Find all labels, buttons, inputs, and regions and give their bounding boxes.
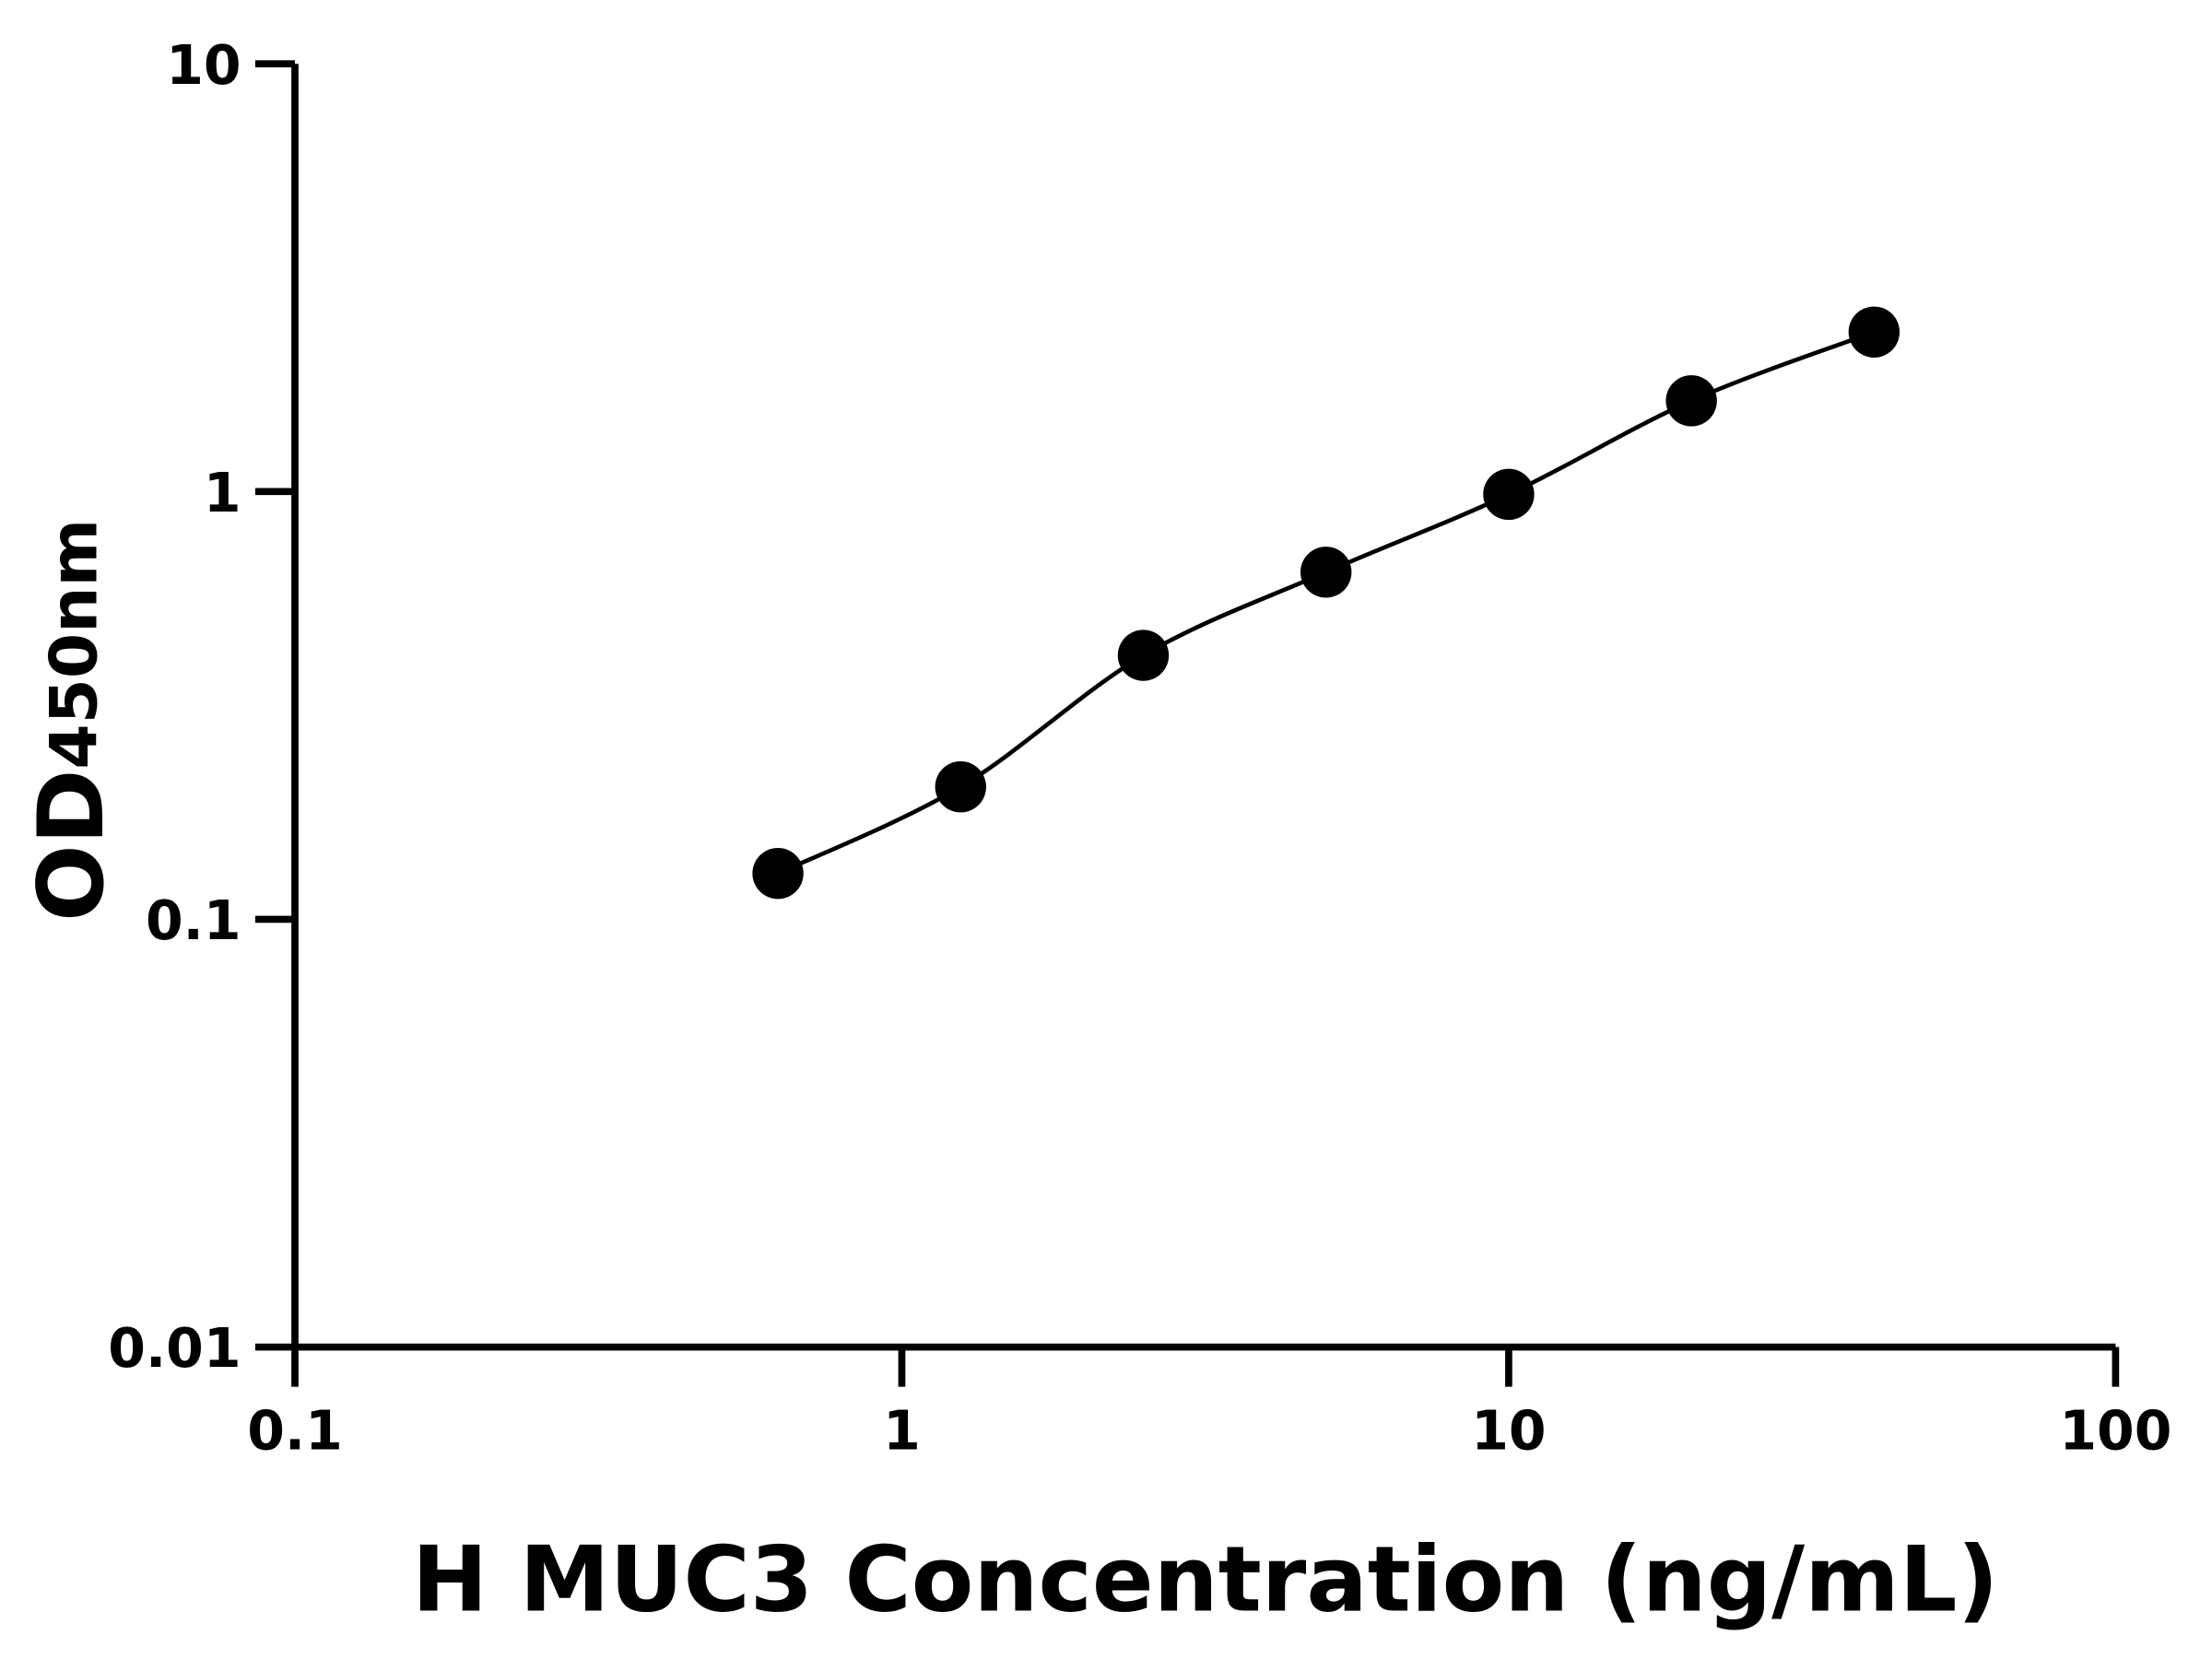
x-tick-label: 100	[2059, 1399, 2171, 1462]
data-point	[1848, 306, 1900, 358]
y-tick-label: 10	[166, 34, 241, 97]
y-tick-label: 1	[204, 462, 241, 524]
x-tick-label: 1	[883, 1399, 921, 1462]
data-points	[752, 306, 1900, 900]
data-point	[1117, 629, 1170, 681]
y-axis-label: OD450nm	[19, 519, 124, 922]
y-tick-label: 0.1	[146, 889, 241, 952]
axes	[254, 60, 2120, 1387]
x-tick-label: 10	[1471, 1399, 1546, 1462]
data-point	[935, 761, 986, 813]
x-tick-label: 0.1	[247, 1399, 343, 1462]
svg-text:OD450nm: OD450nm	[19, 519, 124, 922]
data-point	[1665, 375, 1717, 427]
y-tick-label: 0.01	[108, 1317, 241, 1380]
data-point	[1483, 468, 1535, 521]
data-point	[1300, 547, 1352, 598]
data-point	[752, 847, 804, 900]
y-axis-label-main: OD	[19, 770, 124, 922]
x-axis-label: H MUC3 Concentration (ng/mL)	[412, 1528, 1999, 1633]
y-axis-label-sub: 450nm	[36, 519, 112, 770]
